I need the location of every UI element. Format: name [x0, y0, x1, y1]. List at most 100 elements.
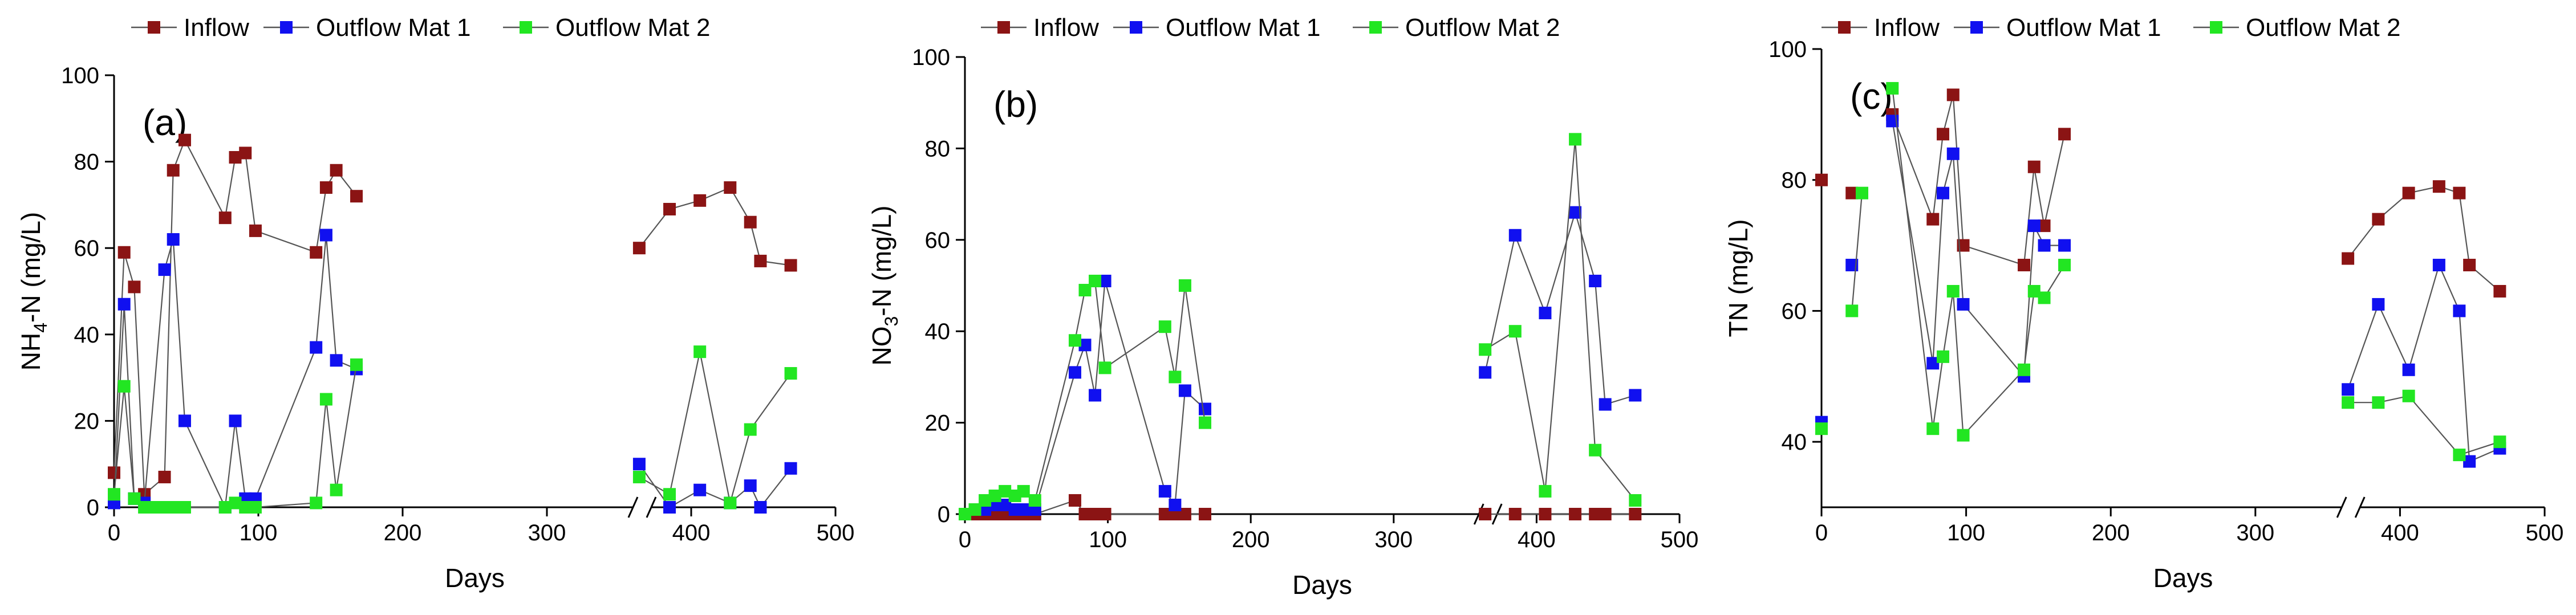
data-point-inflow [2018, 259, 2031, 272]
y-axis-title-subscript: 4 [30, 323, 51, 333]
axis-break-mark [627, 496, 639, 518]
data-point-outflow-mat-2 [1199, 416, 1212, 429]
data-point-inflow [1158, 508, 1171, 520]
data-point-inflow [167, 164, 180, 177]
data-point-outflow-mat-1 [2453, 304, 2466, 317]
data-point-outflow-mat-2 [979, 494, 992, 507]
data-point-inflow [2372, 213, 2385, 226]
legend-marker-inflow [1838, 21, 1851, 34]
chart-panel-2: 0 100 200 300 400 500 0 20 40 60 80 100 Days NO3-N (m… [867, 14, 1698, 600]
data-point-outflow-mat-2 [2038, 291, 2051, 304]
legend-marker-inflow [997, 21, 1010, 34]
y-tick-label: 60 [74, 236, 100, 261]
series-outflow-mat-2 [1815, 82, 2506, 462]
x-tick-label: 0 [1815, 520, 1828, 545]
data-point-outflow-mat-1 [319, 229, 332, 242]
data-point-inflow [2027, 160, 2040, 173]
data-point-outflow-mat-2 [117, 380, 131, 393]
data-point-outflow-mat-1 [1078, 339, 1092, 352]
data-point-outflow-mat-2 [1815, 422, 1828, 435]
legend-marker-outflow-mat-1 [280, 21, 293, 34]
data-point-outflow-mat-2 [2493, 435, 2506, 449]
data-point-inflow [632, 242, 646, 255]
data-point-inflow [310, 246, 323, 259]
y-axis-title-text: NH [16, 333, 46, 370]
legend-label-outflow-mat-2: Outflow Mat 2 [2246, 14, 2400, 42]
x-tick-label: 300 [528, 520, 566, 545]
y-tick-label: 100 [912, 45, 950, 70]
data-point-inflow [784, 259, 797, 272]
legend-label-outflow-mat-2: Outflow Mat 2 [555, 14, 710, 42]
data-point-outflow-mat-1 [310, 341, 323, 354]
data-point-outflow-mat-1 [2372, 298, 2385, 311]
data-point-outflow-mat-1 [1937, 186, 1950, 199]
y-tick-label: 80 [925, 136, 951, 161]
data-point-inflow [1629, 508, 1642, 520]
y-tick-label: 60 [1782, 299, 1807, 324]
data-point-outflow-mat-1 [1017, 503, 1030, 516]
data-point-outflow-mat-2 [2027, 284, 2040, 298]
data-point-outflow-mat-1 [663, 501, 676, 514]
series-line-outflow-mat-1 [638, 463, 792, 509]
data-point-outflow-mat-1 [1089, 389, 1102, 402]
x-tick-label: 500 [2526, 520, 2564, 545]
y-tick-label: 80 [74, 150, 100, 175]
data-point-inflow [1479, 508, 1492, 520]
data-point-outflow-mat-1 [167, 233, 180, 246]
data-point-outflow-mat-2 [959, 508, 971, 520]
x-tick-label: 400 [2381, 520, 2419, 545]
y-axis-title-text: TN (mg/L) [1723, 219, 1753, 337]
data-point-outflow-mat-2 [2342, 396, 2355, 409]
series-line-outflow-mat-2 [1892, 88, 2065, 437]
y-axis-title-text: -N (mg/L) [16, 212, 46, 323]
data-point-outflow-mat-1 [1479, 366, 1492, 379]
data-point-outflow-mat-1 [2058, 239, 2071, 252]
data-point-outflow-mat-1 [2402, 363, 2415, 376]
data-point-outflow-mat-2 [1629, 494, 1642, 507]
y-tick-label: 60 [925, 228, 951, 253]
legend-marker-inflow [148, 21, 160, 34]
legend: Inflow Outflow Mat 1 Outflow Mat 2 [131, 14, 710, 42]
data-point-outflow-mat-2 [350, 358, 363, 371]
data-point-outflow-mat-2 [1017, 484, 1030, 498]
data-point-outflow-mat-2 [167, 501, 180, 514]
y-tick-label: 20 [925, 411, 951, 436]
series-line-inflow [2347, 186, 2501, 292]
series-line-outflow-mat-1 [964, 280, 1206, 515]
data-point-outflow-mat-2 [310, 496, 323, 510]
data-point-inflow [2493, 284, 2506, 298]
data-point-inflow [218, 211, 232, 225]
y-tick-label: 0 [938, 502, 950, 527]
series-line-outflow-mat-2 [1851, 193, 1863, 311]
data-point-inflow [693, 194, 707, 207]
x-axis-title: Days [445, 563, 505, 593]
legend-label-inflow: Inflow [1033, 14, 1099, 42]
data-point-outflow-mat-2 [229, 496, 242, 510]
y-tick-label: 40 [1782, 430, 1807, 455]
series-line-inflow [639, 186, 791, 266]
legend-label-outflow-mat-1: Outflow Mat 1 [1166, 14, 1320, 42]
legend: Inflow Outflow Mat 1 Outflow Mat 2 [1822, 14, 2400, 42]
data-point-inflow [2463, 259, 2476, 272]
data-point-outflow-mat-1 [1946, 147, 1960, 160]
x-tick-label: 200 [1232, 527, 1270, 552]
y-tick-label: 80 [1782, 168, 1807, 193]
series-outflow-mat-1 [108, 229, 797, 514]
legend-marker-outflow-mat-2 [2210, 21, 2222, 34]
data-point-outflow-mat-2 [218, 501, 232, 514]
axis-break-mark [2336, 496, 2347, 518]
data-point-outflow-mat-1 [1589, 274, 1602, 287]
data-point-outflow-mat-2 [1589, 443, 1602, 457]
y-tick-label: 0 [87, 495, 99, 520]
data-point-outflow-mat-2 [178, 501, 191, 514]
data-point-outflow-mat-1 [1068, 366, 1081, 379]
data-point-inflow [1946, 88, 1960, 101]
data-point-outflow-mat-2 [1946, 284, 1960, 298]
legend-label-outflow-mat-2: Outflow Mat 2 [1405, 14, 1560, 42]
x-tick-label: 400 [1518, 527, 1556, 552]
data-point-inflow [754, 254, 767, 267]
data-point-outflow-mat-1 [2038, 239, 2051, 252]
y-axis-title-subscript: 3 [881, 316, 902, 327]
x-tick-label: 300 [2236, 520, 2274, 545]
data-point-inflow [1845, 186, 1859, 199]
